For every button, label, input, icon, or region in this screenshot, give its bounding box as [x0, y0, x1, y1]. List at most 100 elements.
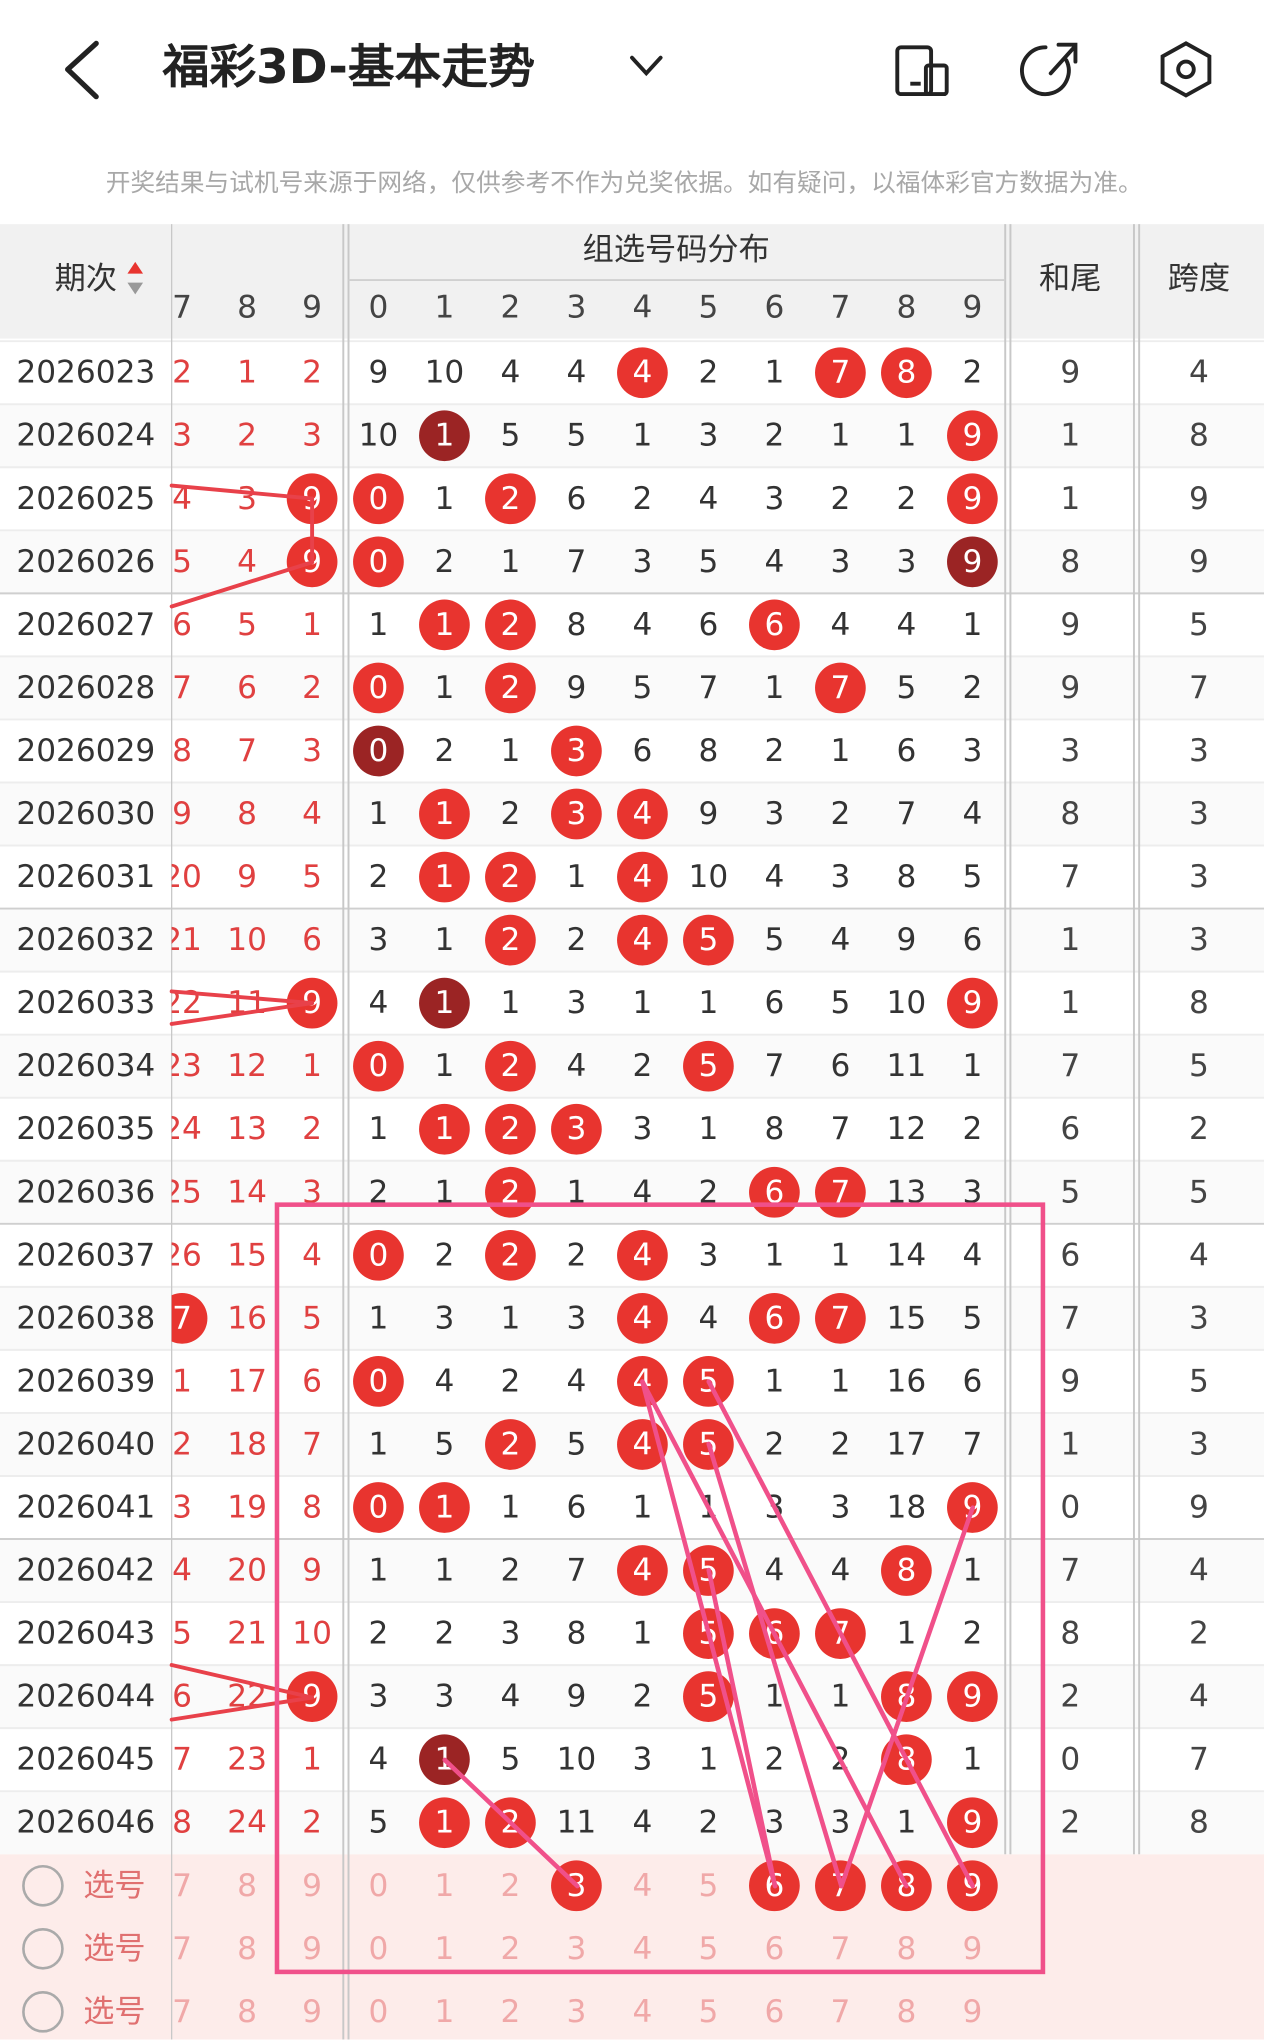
period: 2026025: [16, 481, 155, 517]
period: 2026045: [16, 1742, 155, 1778]
cell-value: 5: [237, 607, 257, 643]
trend-lines-left: [169, 483, 315, 1722]
cell-value: 7: [830, 1994, 850, 2030]
cell-value: 4: [632, 1931, 652, 1967]
sum-tail: 9: [1060, 670, 1080, 706]
settings-icon[interactable]: [1160, 41, 1212, 98]
span: 3: [1189, 796, 1209, 832]
pick-radio[interactable]: [22, 1991, 64, 2033]
cell-value: 1: [500, 985, 520, 1021]
span: 5: [1189, 1174, 1209, 1210]
cell-value: 2: [368, 1616, 388, 1652]
cell-value: 1: [500, 733, 520, 769]
cell-value: 2: [237, 418, 257, 454]
cell-value: 9: [962, 418, 982, 454]
sum-tail: 7: [1060, 1300, 1080, 1336]
cell-value: 2: [434, 544, 454, 580]
span-header: 跨度: [1168, 261, 1230, 297]
period: 2026030: [16, 796, 155, 832]
cell-value: 2: [764, 1742, 784, 1778]
cell-value: 2: [434, 1616, 454, 1652]
cell-value: 7: [830, 355, 850, 391]
period: 2026024: [16, 418, 155, 454]
cell-value: 1: [698, 1742, 718, 1778]
cell-value: 8: [237, 1868, 257, 1904]
cell-value: 1: [962, 607, 982, 643]
cell-value: 9: [302, 1994, 322, 2030]
period: 2026027: [16, 607, 155, 643]
cell-value: 3: [764, 481, 784, 517]
span: 3: [1189, 922, 1209, 958]
cell-value: 21: [227, 1616, 267, 1652]
period: 2026033: [16, 985, 155, 1021]
hit-ball: [947, 473, 998, 525]
cell-value: 8: [896, 859, 916, 895]
cell-value: 5: [962, 1300, 982, 1336]
hit-ball: [617, 914, 668, 966]
back-button[interactable]: [65, 40, 99, 100]
cell-value: 4: [830, 922, 850, 958]
pick-radio[interactable]: [22, 1864, 64, 1907]
cell-value: 1: [830, 1363, 850, 1399]
cell-value: 1: [302, 1742, 322, 1778]
cell-value: 3: [237, 481, 257, 517]
notice: 开奖结果与试机号来源于网络，仅供参考不作为兑奖依据。如有疑问，以福体彩官方数据为…: [106, 168, 1143, 197]
cell-value: 12: [887, 1111, 927, 1147]
cell-value: 4: [632, 796, 652, 832]
cell-value: 4: [632, 1805, 652, 1841]
column-header: 3: [566, 289, 586, 325]
cell-value: 4: [632, 922, 652, 958]
hit-ball: [881, 1545, 932, 1596]
hit-ball: [617, 1229, 668, 1281]
cell-value: 6: [764, 985, 784, 1021]
cell-value: 23: [162, 1048, 202, 1084]
column-header: 9: [302, 289, 322, 325]
cell-value: 1: [368, 1111, 388, 1147]
share-icon[interactable]: [1020, 42, 1078, 97]
cell-value: 9: [896, 922, 916, 958]
cell-value: 14: [887, 1237, 927, 1273]
cell-value: 3: [566, 1994, 586, 2030]
span: 2: [1189, 1111, 1209, 1147]
span: 7: [1189, 670, 1209, 706]
cell-value: 5: [566, 418, 586, 454]
hit-ball: [683, 914, 734, 966]
column-header: 0: [368, 289, 388, 325]
cell-value: 2: [500, 1111, 520, 1147]
cell-value: 8: [237, 796, 257, 832]
device-icon[interactable]: [895, 45, 949, 97]
cell-value: 1: [434, 796, 454, 832]
cell-value: 3: [368, 922, 388, 958]
cell-value: 1: [434, 481, 454, 517]
cell-value: 3: [632, 1111, 652, 1147]
cell-value: 6: [302, 1363, 322, 1399]
title-dropdown[interactable]: [630, 55, 663, 77]
cell-value: 5: [698, 1931, 718, 1967]
cell-value: 9: [302, 1868, 322, 1904]
cell-value: 2: [500, 922, 520, 958]
column-header: 5: [698, 289, 718, 325]
cell-value: 2: [962, 355, 982, 391]
sum-tail: 3: [1060, 733, 1080, 769]
cell-value: 0: [368, 1363, 388, 1399]
cell-value: 3: [302, 1174, 322, 1210]
sum-tail: 2: [1060, 1679, 1080, 1715]
cell-value: 0: [368, 1994, 388, 2030]
hit-ball: [683, 1040, 734, 1092]
cell-value: 3: [632, 1742, 652, 1778]
cell-value: 6: [566, 481, 586, 517]
sort-down: [127, 282, 144, 295]
cell-value: 2: [434, 733, 454, 769]
cell-value: 7: [830, 1300, 850, 1336]
span: 5: [1189, 1048, 1209, 1084]
cell-value: 2: [302, 355, 322, 391]
cell-value: 6: [302, 922, 322, 958]
cell-value: 4: [434, 1363, 454, 1399]
period: 2026037: [16, 1237, 155, 1273]
period: 2026039: [16, 1363, 155, 1399]
hit-ball: [617, 347, 668, 399]
cell-value: 8: [698, 733, 718, 769]
hit-ball: [617, 851, 668, 903]
hit-ball: [617, 1293, 668, 1344]
pick-radio[interactable]: [22, 1927, 64, 1970]
